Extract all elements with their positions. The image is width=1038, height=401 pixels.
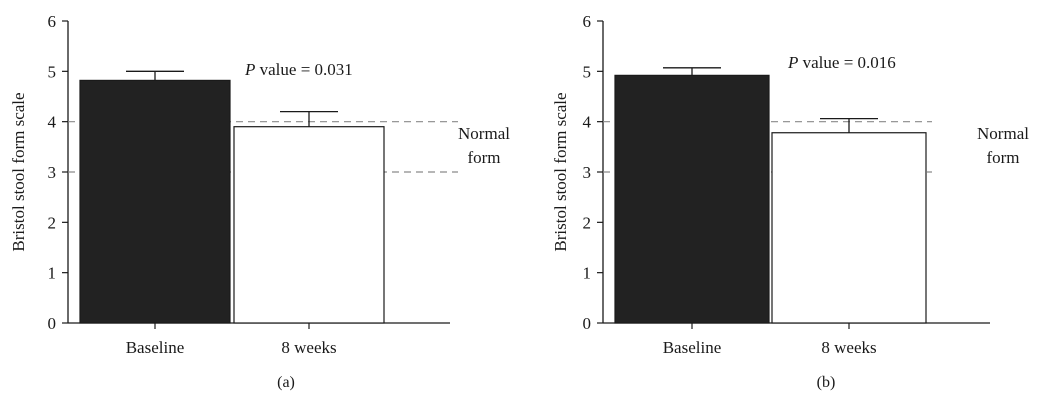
x-tick-label: 8 weeks [821,338,876,357]
chart-panel-2: 0 1 2 3 4 5 6 Bristol stool form scale Normal for… [551,12,1029,391]
y-tick-label: 4 [583,113,592,132]
p-value-annotation: P value = 0.031 [244,60,353,79]
p-symbol: P [787,53,798,72]
y-tick-label: 1 [583,264,592,283]
y-tick-label: 5 [583,62,592,81]
y-tick-label: 2 [583,213,592,232]
x-tick-label: Baseline [126,338,185,357]
y-tick-label: 6 [583,12,592,31]
y-tick-label: 6 [48,12,57,31]
x-tick-label: Baseline [663,338,722,357]
y-axis-label: Bristol stool form scale [551,92,570,251]
panel-label: (a) [277,374,295,391]
bar-baseline [614,74,770,324]
panel-label: (b) [817,374,836,391]
reference-label-line: form [986,148,1019,167]
reference-label: Normal form [458,124,510,167]
y-tick-label: 4 [48,113,57,132]
y-tick-label: 3 [48,163,57,182]
y-axis-label: Bristol stool form scale [9,92,28,251]
reference-label-line: form [467,148,500,167]
y-tick-label: 2 [48,213,57,232]
y-tick-label: 0 [583,314,592,333]
y-tick-label: 5 [48,62,57,81]
bar-8-weeks [771,132,927,324]
p-symbol: P [244,60,255,79]
bar-8-weeks [233,126,385,324]
chart-panel-1: 0 1 2 3 4 5 6 Bristol stool form scale Normal for… [9,12,510,391]
y-tick-label: 1 [48,264,57,283]
reference-label-line: Normal [458,124,510,143]
x-tick-label: 8 weeks [281,338,336,357]
y-tick-label: 0 [48,314,57,333]
p-value-text: value = 0.031 [255,60,352,79]
reference-label: Normal form [977,124,1029,167]
p-value-text: value = 0.016 [798,53,895,72]
reference-label-line: Normal [977,124,1029,143]
y-tick-label: 3 [583,163,592,182]
p-value-annotation: P value = 0.016 [787,53,896,72]
bar-baseline [79,79,231,324]
